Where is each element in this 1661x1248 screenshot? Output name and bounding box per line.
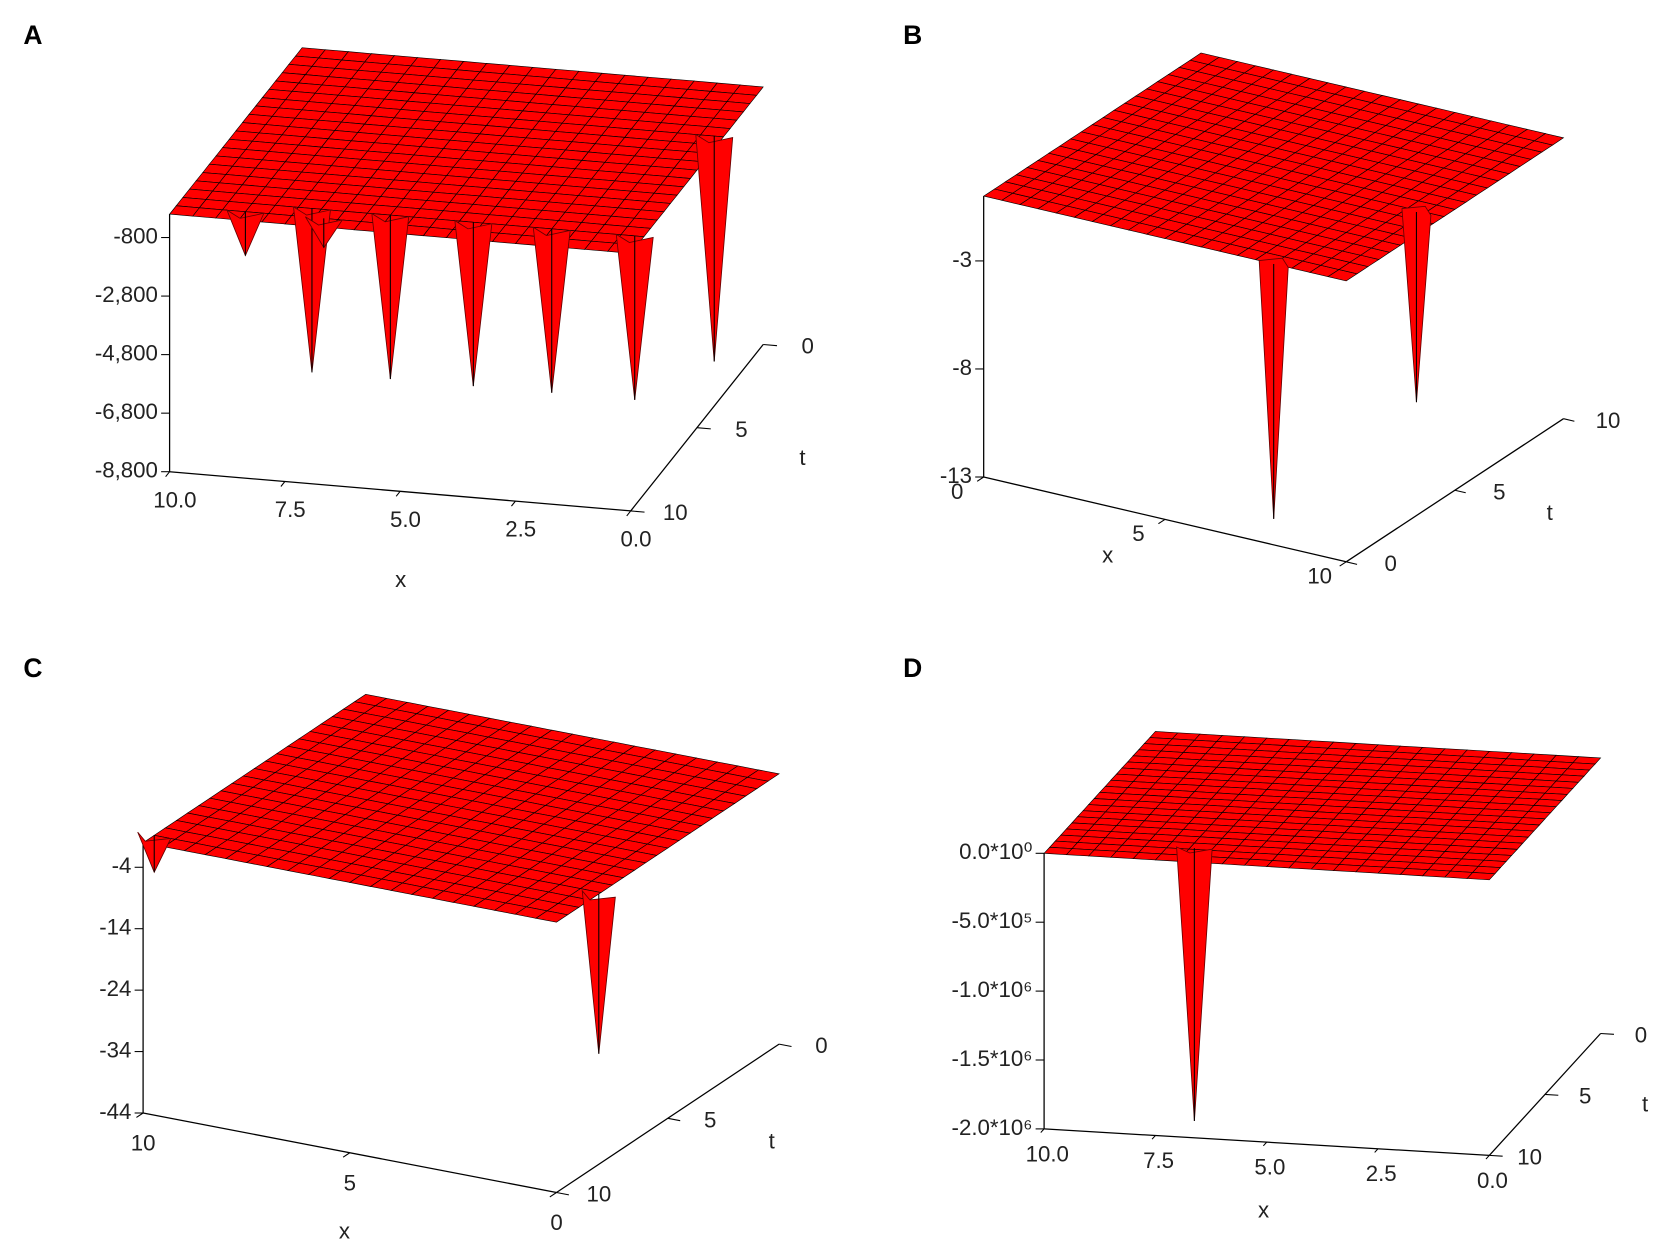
- x-tick-label: 2.5: [505, 517, 536, 542]
- x-tick-label: 10: [131, 1131, 156, 1156]
- z-tick-label: -5.0*10⁵: [951, 908, 1032, 933]
- z-tick-label: -3: [952, 247, 972, 272]
- t-tick-label: 0: [802, 334, 814, 359]
- panel-label: B: [903, 20, 922, 50]
- t-tick-label: 5: [1493, 479, 1505, 504]
- t-axis-title: t: [1547, 500, 1554, 525]
- surface-patch: [1533, 133, 1565, 146]
- x-axis-title: x: [339, 1219, 350, 1244]
- z-tick-label: -14: [99, 915, 131, 940]
- z-tick-label: -8: [952, 355, 972, 380]
- t-tick-label: 0: [1385, 551, 1397, 576]
- x-tick: [1262, 1141, 1268, 1147]
- t-tick-label: 10: [663, 500, 688, 525]
- t-tick: [1544, 1093, 1559, 1096]
- z-tick-label: -8,800: [95, 458, 158, 483]
- x-tick-label: 10.0: [153, 487, 196, 512]
- x-tick: [1374, 1148, 1379, 1153]
- z-tick-label: 0.0*10⁰: [959, 839, 1032, 864]
- x-tick: [549, 1192, 557, 1198]
- x-axis-title: x: [395, 567, 406, 592]
- figure-body: A10.0 7.5 5.0 2.5 0.00510-800-2,800-4,800-6,…: [23, 20, 1649, 1244]
- z-tick-label: -1.5*10⁶: [952, 1046, 1033, 1071]
- t-tick: [556, 1191, 570, 1196]
- x-tick-label: 7.5: [1143, 1148, 1174, 1173]
- z-tick-label: -44: [99, 1099, 131, 1124]
- x-tick: [1158, 518, 1166, 525]
- x-tick: [511, 500, 516, 507]
- x-tick-label: 10.0: [1026, 1141, 1069, 1166]
- x-tick-label: 5: [344, 1170, 356, 1195]
- t-tick: [763, 343, 778, 347]
- t-axis-title: t: [1642, 1091, 1649, 1116]
- x-tick: [626, 510, 632, 517]
- t-tick: [1454, 489, 1466, 494]
- t-tick-label: 0: [815, 1033, 827, 1058]
- z-tick-label: -34: [99, 1037, 131, 1062]
- panel-label: D: [903, 653, 922, 683]
- t-tick-label: 10: [1517, 1144, 1542, 1169]
- x-tick-label: 0.0: [621, 526, 652, 551]
- x-tick: [395, 490, 401, 497]
- t-tick-label: 0: [1635, 1023, 1647, 1048]
- x-tick: [1040, 1128, 1045, 1133]
- z-tick-label: -13: [940, 463, 972, 488]
- x-axis-title: x: [1258, 1197, 1269, 1222]
- t-axis: [1345, 418, 1564, 563]
- x-tick-label: 5: [1132, 521, 1144, 546]
- x-tick-label: 5.0: [390, 507, 421, 532]
- t-tick: [1489, 1154, 1503, 1157]
- z-tick-label: -800: [113, 223, 158, 248]
- x-tick: [1485, 1155, 1490, 1160]
- x-tick-label: 2.5: [1366, 1161, 1397, 1186]
- z-tick-label: -2.0*10⁶: [952, 1115, 1033, 1140]
- t-tick: [778, 1043, 792, 1048]
- t-tick-label: 5: [704, 1107, 716, 1132]
- z-tick-label: -4: [112, 853, 132, 878]
- x-tick: [976, 476, 984, 482]
- t-axis-title: t: [799, 445, 806, 470]
- x-tick: [1339, 561, 1347, 567]
- x-axis-title: x: [1102, 542, 1113, 567]
- x-tick-label: 7.5: [275, 497, 306, 522]
- z-tick-label: -4,800: [95, 340, 158, 365]
- z-tick-label: -1.0*10⁶: [952, 977, 1033, 1002]
- t-tick-label: 5: [1579, 1084, 1591, 1109]
- surface-patch: [1043, 846, 1073, 856]
- t-tick: [1346, 561, 1358, 565]
- x-tick: [1151, 1135, 1156, 1140]
- x-tick-label: 0.0: [1477, 1168, 1508, 1193]
- z-tick-label: -2,800: [95, 282, 158, 307]
- x-tick-label: 0: [550, 1210, 562, 1235]
- t-tick: [1563, 418, 1575, 422]
- t-axis-title: t: [769, 1129, 776, 1154]
- t-tick: [1600, 1032, 1614, 1035]
- x-tick: [136, 1112, 144, 1118]
- x-tick-label: 10: [1307, 564, 1332, 589]
- t-tick-label: 10: [587, 1182, 612, 1207]
- surface-patch: [168, 205, 200, 217]
- panel-label: A: [23, 20, 42, 50]
- z-tick-label: -24: [99, 976, 131, 1001]
- z-tick-label: -6,800: [95, 399, 158, 424]
- t-tick: [667, 1117, 681, 1122]
- x-tick-label: 0: [951, 479, 963, 504]
- x-tick: [165, 471, 171, 478]
- t-tick: [696, 427, 711, 430]
- t-tick: [630, 510, 645, 513]
- t-tick-label: 5: [735, 417, 747, 442]
- x-tick: [280, 481, 286, 487]
- x-tick-label: 5.0: [1254, 1155, 1285, 1180]
- x-tick: [342, 1152, 351, 1158]
- t-tick-label: 10: [1596, 408, 1621, 433]
- panel-label: C: [23, 653, 42, 683]
